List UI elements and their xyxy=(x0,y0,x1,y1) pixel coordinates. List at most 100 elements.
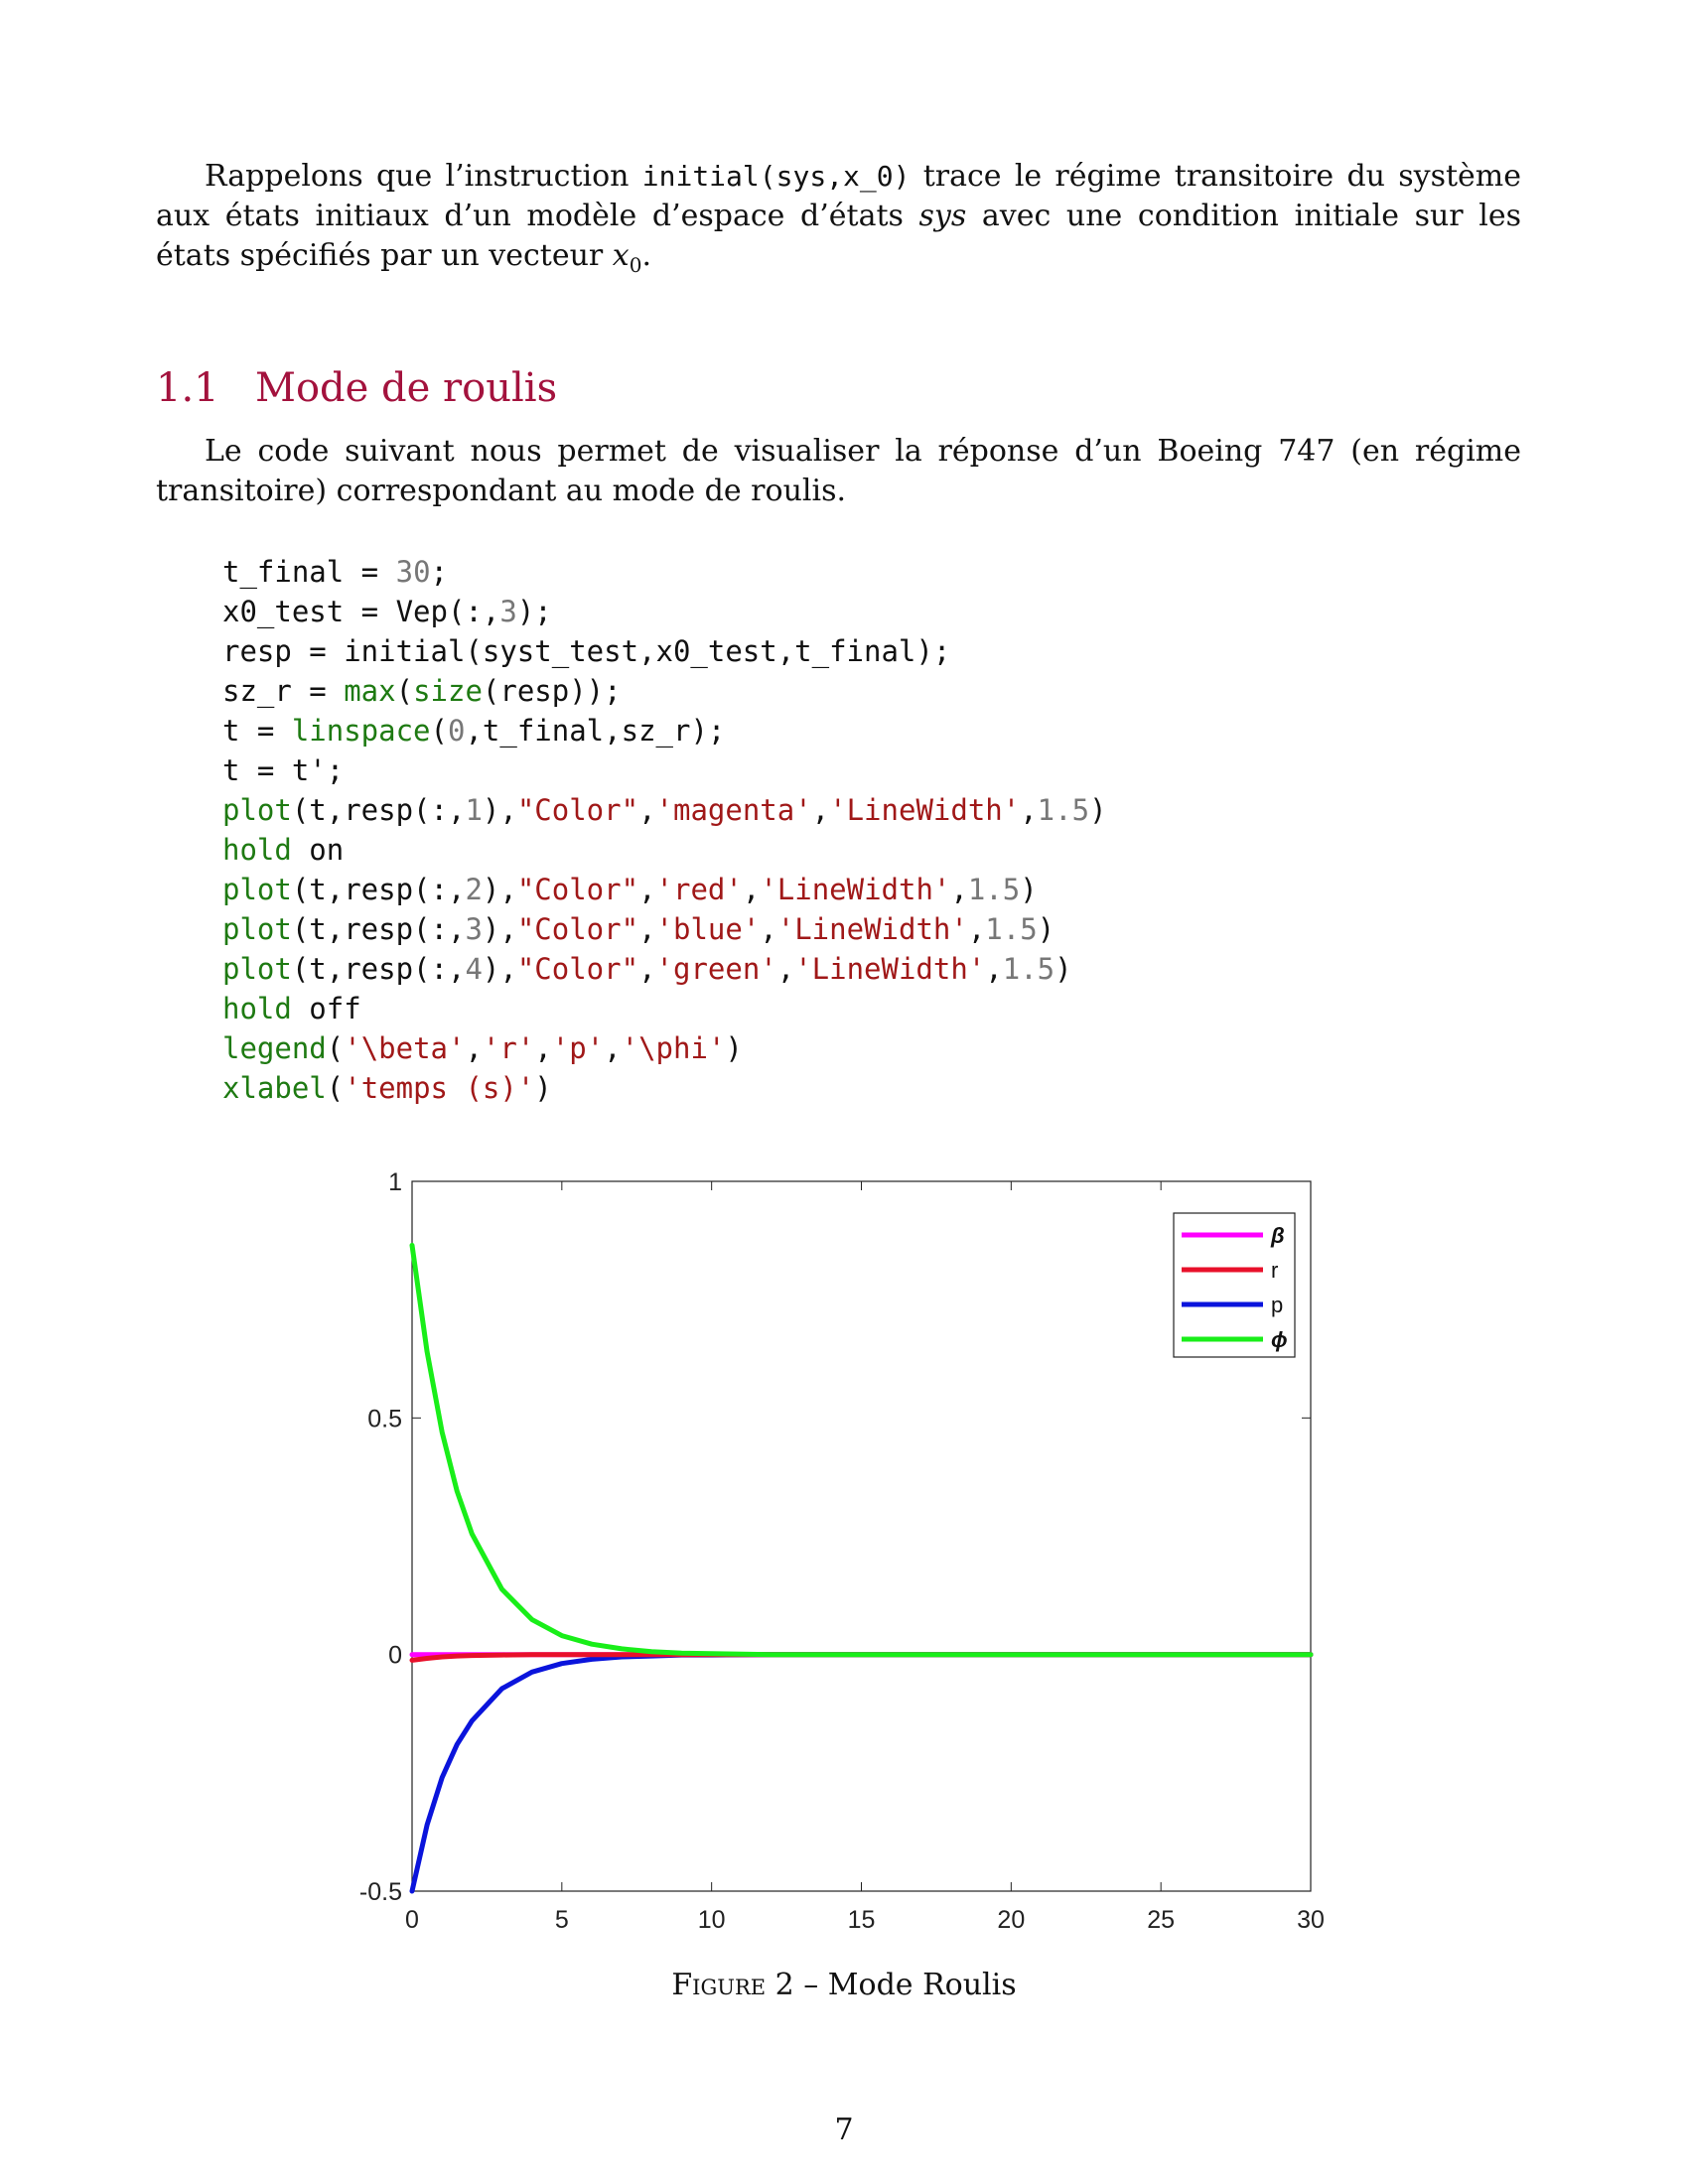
math-sys: sys xyxy=(918,199,967,233)
code-token: , xyxy=(760,912,777,946)
code-token: 'LineWidth' xyxy=(829,793,1021,827)
code-token: sz_r = xyxy=(222,674,345,708)
code-listing: t_final = 30; x0_test = Vep(:,3); resp = i… xyxy=(222,552,1107,1108)
code-token: hold xyxy=(222,992,292,1025)
code-token: (t,resp(:, xyxy=(291,873,466,906)
code-token: 'magenta' xyxy=(655,793,812,827)
lead-text: Le code suivant nous permet de visualise… xyxy=(156,434,1521,508)
code-token: linspace xyxy=(291,714,431,748)
legend-label: ϕ xyxy=(1271,1327,1288,1352)
code-token: off xyxy=(291,992,361,1025)
caption-separator: – xyxy=(793,1968,828,2002)
code-line: hold on xyxy=(222,830,1107,870)
legend-label: r xyxy=(1271,1258,1278,1283)
code-token: ) xyxy=(1020,873,1038,906)
x-tick-label: 10 xyxy=(698,1906,726,1934)
caption-text: Mode Roulis xyxy=(827,1968,1017,2002)
code-token: 3 xyxy=(465,912,483,946)
section-heading: 1.1 Mode de roulis xyxy=(156,365,557,411)
code-token: 2 xyxy=(465,873,483,906)
code-token: , xyxy=(950,873,968,906)
x-tick-label: 25 xyxy=(1147,1906,1175,1934)
code-token: on xyxy=(291,833,345,867)
y-tick-label: 1 xyxy=(388,1171,402,1196)
code-token: , xyxy=(534,1031,552,1065)
code-token: size xyxy=(413,674,483,708)
code-token: 'LineWidth' xyxy=(794,952,986,986)
y-tick-label: -0.5 xyxy=(359,1878,402,1906)
math-x-subscript: 0 xyxy=(629,253,642,277)
figure-caption: Figure 2 – Mode Roulis xyxy=(0,1968,1688,2002)
code-token: ), xyxy=(482,912,517,946)
code-token: t = t'; xyxy=(222,753,345,787)
code-token: ) xyxy=(1037,912,1055,946)
code-token: (t,resp(:, xyxy=(291,793,466,827)
code-token: legend xyxy=(222,1031,327,1065)
code-token: , xyxy=(604,1031,622,1065)
x-tick-label: 15 xyxy=(848,1906,876,1934)
code-line: hold off xyxy=(222,989,1107,1028)
y-tick-label: 0 xyxy=(388,1642,402,1670)
code-token: (resp)); xyxy=(482,674,622,708)
code-token: (t,resp(:, xyxy=(291,952,466,986)
legend-label: β xyxy=(1270,1223,1285,1248)
code-line: resp = initial(syst_test,x0_test,t_final… xyxy=(222,631,1107,671)
series-line xyxy=(409,1242,1314,1658)
code-line: plot(t,resp(:,3),"Color",'blue','LineWid… xyxy=(222,909,1107,949)
code-token: 1.5 xyxy=(1037,793,1090,827)
plot-area xyxy=(411,1180,1312,1892)
code-token: "Color" xyxy=(516,873,639,906)
code-token: 'blue' xyxy=(655,912,761,946)
intro-text-1: Rappelons que l’instruction xyxy=(205,159,642,194)
x-tick-label: 30 xyxy=(1297,1906,1325,1934)
code-token: 'red' xyxy=(655,873,743,906)
code-token: 'green' xyxy=(655,952,777,986)
code-token: plot xyxy=(222,793,292,827)
code-token: ), xyxy=(482,873,517,906)
page-number: 7 xyxy=(834,2113,854,2147)
x-tick-label: 0 xyxy=(405,1906,419,1934)
intro-text-2: trace le régime transitoire du système a… xyxy=(156,159,1521,233)
code-token: plot xyxy=(222,873,292,906)
code-token: 3 xyxy=(499,595,517,628)
code-token: ,t_final,sz_r); xyxy=(465,714,726,748)
code-token: 1 xyxy=(465,793,483,827)
code-token: t_final = xyxy=(222,555,396,589)
caption-label: Figure 2 xyxy=(671,1968,794,2002)
code-token: '\phi' xyxy=(621,1031,726,1065)
inline-code: initial(sys,x_0) xyxy=(641,160,911,193)
intro-text-end: . xyxy=(641,238,651,273)
code-token: , xyxy=(638,793,656,827)
x-tick-label: 20 xyxy=(997,1906,1025,1934)
code-token: 1.5 xyxy=(967,873,1021,906)
code-token: (t,resp(:, xyxy=(291,912,466,946)
code-token: "Color" xyxy=(516,952,639,986)
legend-label: p xyxy=(1271,1293,1283,1317)
intro-text-3: avec une condition initiale sur les état… xyxy=(156,199,1522,273)
code-line: x0_test = Vep(:,3); xyxy=(222,592,1107,631)
code-token: 'LineWidth' xyxy=(760,873,951,906)
code-token: ) xyxy=(534,1071,552,1105)
code-token: xlabel xyxy=(222,1071,327,1105)
code-line: t = t'; xyxy=(222,751,1107,790)
code-token: ) xyxy=(1055,952,1072,986)
code-token: , xyxy=(465,1031,483,1065)
code-token: 'r' xyxy=(482,1031,535,1065)
section-number: 1.1 xyxy=(156,365,219,411)
code-token: 1.5 xyxy=(985,912,1038,946)
intro-paragraph: Rappelons que l’instruction initial(sys,… xyxy=(156,157,1521,285)
code-token: hold xyxy=(222,833,292,867)
code-line: xlabel('temps (s)') xyxy=(222,1068,1107,1108)
code-token: ) xyxy=(725,1031,743,1065)
code-token: 4 xyxy=(465,952,483,986)
code-token: , xyxy=(967,912,986,946)
code-token: "Color" xyxy=(516,793,639,827)
code-token: ( xyxy=(395,674,414,708)
code-token: plot xyxy=(222,952,292,986)
code-token: , xyxy=(811,793,830,827)
code-token: plot xyxy=(222,912,292,946)
code-token: , xyxy=(638,873,656,906)
code-token: , xyxy=(1020,793,1038,827)
code-token: 'LineWidth' xyxy=(776,912,968,946)
